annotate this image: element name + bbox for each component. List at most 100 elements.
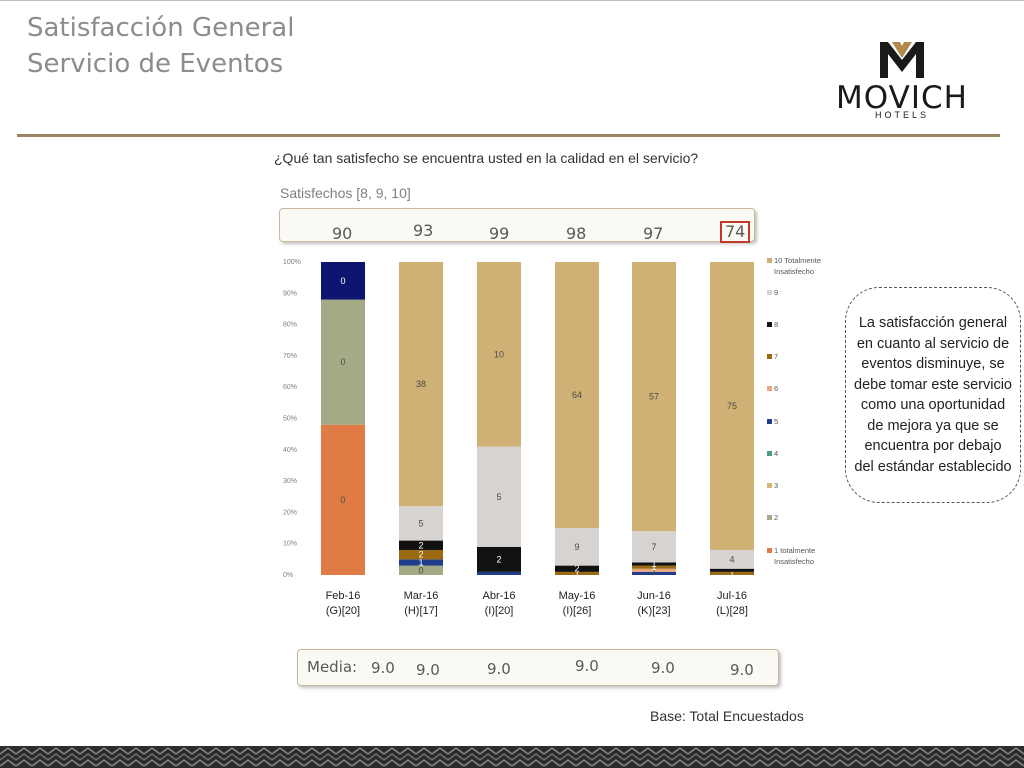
satisfied-value: 97 bbox=[643, 224, 664, 243]
top-border bbox=[0, 0, 1024, 1]
bar-segment bbox=[555, 262, 599, 529]
data-label: 38 bbox=[416, 379, 426, 389]
bar-segment bbox=[632, 568, 676, 572]
x-tick-label: Jun-16 bbox=[637, 590, 671, 602]
x-tick-label: Mar-16 bbox=[404, 590, 439, 602]
data-label: 75 bbox=[727, 401, 737, 411]
legend-swatch bbox=[767, 515, 772, 520]
x-tick-sublabel: (H)[17] bbox=[404, 605, 438, 617]
media-box bbox=[297, 649, 779, 686]
logo-subtitle: HOTELS bbox=[874, 110, 929, 120]
callout-text: La satisfacción general en cuanto al ser… bbox=[854, 315, 1012, 475]
bar-segment bbox=[477, 262, 521, 447]
bar-segment bbox=[477, 446, 521, 547]
media-label: Media: bbox=[307, 658, 358, 676]
x-tick-sublabel: (G)[20] bbox=[326, 605, 360, 617]
data-label: 0 bbox=[340, 495, 345, 505]
data-label: 4 bbox=[729, 554, 734, 564]
data-label: 10 bbox=[494, 349, 504, 359]
legend-label: 5 bbox=[774, 417, 778, 426]
bar-segment bbox=[399, 262, 443, 507]
legend-swatch bbox=[767, 354, 772, 359]
satisfied-value: 90 bbox=[332, 224, 353, 243]
legend-label: 10 Totalmente bbox=[774, 256, 821, 265]
logo-wordmark: MOVICH bbox=[836, 80, 968, 116]
movich-logo: MOVICH HOTELS bbox=[816, 38, 988, 122]
legend-swatch bbox=[767, 322, 772, 327]
title-line-1: Satisfacción General bbox=[27, 13, 295, 43]
bar-segment bbox=[555, 528, 599, 566]
x-tick-sublabel: (I)[20] bbox=[485, 605, 514, 617]
legend-swatch bbox=[767, 451, 772, 456]
data-label: 0 bbox=[340, 357, 345, 367]
header-divider bbox=[17, 134, 1000, 137]
x-tick-label: Jul-16 bbox=[717, 590, 747, 602]
y-tick-label: 10% bbox=[283, 541, 297, 548]
bar-segment bbox=[632, 565, 676, 569]
bar-segment bbox=[399, 540, 443, 550]
legend-label: 4 bbox=[774, 449, 778, 458]
y-tick-label: 50% bbox=[283, 416, 297, 423]
media-value: 9.0 bbox=[416, 661, 440, 679]
satisfied-value: 98 bbox=[566, 224, 587, 243]
legend-swatch bbox=[767, 290, 772, 295]
legend-label: 7 bbox=[774, 352, 778, 361]
bar-segment bbox=[632, 571, 676, 575]
bar-segment bbox=[321, 424, 365, 575]
logo-mark-icon bbox=[880, 42, 924, 78]
satisfied-value: 93 bbox=[413, 221, 434, 240]
media-value: 9.0 bbox=[371, 659, 395, 677]
bar-segment bbox=[555, 565, 599, 572]
media-value: 9.0 bbox=[575, 657, 599, 675]
title-line-2: Servicio de Eventos bbox=[27, 49, 284, 79]
data-label: 0 bbox=[340, 276, 345, 286]
bar-segment bbox=[399, 565, 443, 575]
satisfied-box bbox=[279, 208, 755, 242]
bar-segment bbox=[710, 568, 754, 572]
data-label: 1 bbox=[651, 562, 656, 572]
bar-segment bbox=[399, 506, 443, 541]
legend-swatch bbox=[767, 419, 772, 424]
data-label: 1 bbox=[651, 565, 656, 575]
data-label: 1 bbox=[418, 557, 423, 567]
data-label: 9 bbox=[574, 542, 579, 552]
legend-label: 1 totalmente bbox=[774, 546, 815, 555]
legend-label-cont: Insatisfecho bbox=[774, 267, 814, 276]
data-label: 5 bbox=[418, 518, 423, 528]
data-label: 2 bbox=[496, 554, 501, 564]
data-label: 0 bbox=[418, 565, 423, 575]
data-label: 57 bbox=[649, 392, 659, 402]
bar-segment bbox=[632, 262, 676, 532]
x-tick-sublabel: (K)[23] bbox=[637, 605, 670, 617]
legend-swatch bbox=[767, 386, 772, 391]
legend-label: 3 bbox=[774, 481, 778, 490]
x-tick-label: May-16 bbox=[559, 590, 596, 602]
x-tick-label: Abr-16 bbox=[482, 590, 515, 602]
satisfied-value: 74 bbox=[720, 221, 751, 243]
data-label: 2 bbox=[574, 564, 579, 574]
media-value: 9.0 bbox=[730, 661, 754, 679]
bar-segment bbox=[477, 546, 521, 572]
y-tick-label: 90% bbox=[283, 290, 297, 297]
legend-swatch bbox=[767, 483, 772, 488]
bar-segment bbox=[399, 559, 443, 566]
bar-segment bbox=[321, 262, 365, 300]
bar-segment bbox=[710, 549, 754, 569]
data-label: 7 bbox=[651, 542, 656, 552]
data-label: 2 bbox=[418, 550, 423, 560]
legend-label: 2 bbox=[774, 513, 778, 522]
data-label: 1 bbox=[574, 568, 579, 578]
media-value: 9.0 bbox=[487, 660, 511, 678]
y-tick-label: 40% bbox=[283, 447, 297, 454]
bar-segment bbox=[555, 571, 599, 575]
legend-swatch bbox=[767, 548, 772, 553]
data-label: 1 bbox=[729, 568, 734, 578]
satisfied-value: 99 bbox=[489, 224, 510, 243]
x-tick-sublabel: (L)[28] bbox=[716, 605, 748, 617]
bar-segment bbox=[399, 549, 443, 560]
media-value: 9.0 bbox=[651, 659, 675, 677]
data-label: 1 bbox=[651, 559, 656, 569]
legend-swatch bbox=[767, 258, 772, 263]
y-tick-label: 30% bbox=[283, 478, 297, 485]
